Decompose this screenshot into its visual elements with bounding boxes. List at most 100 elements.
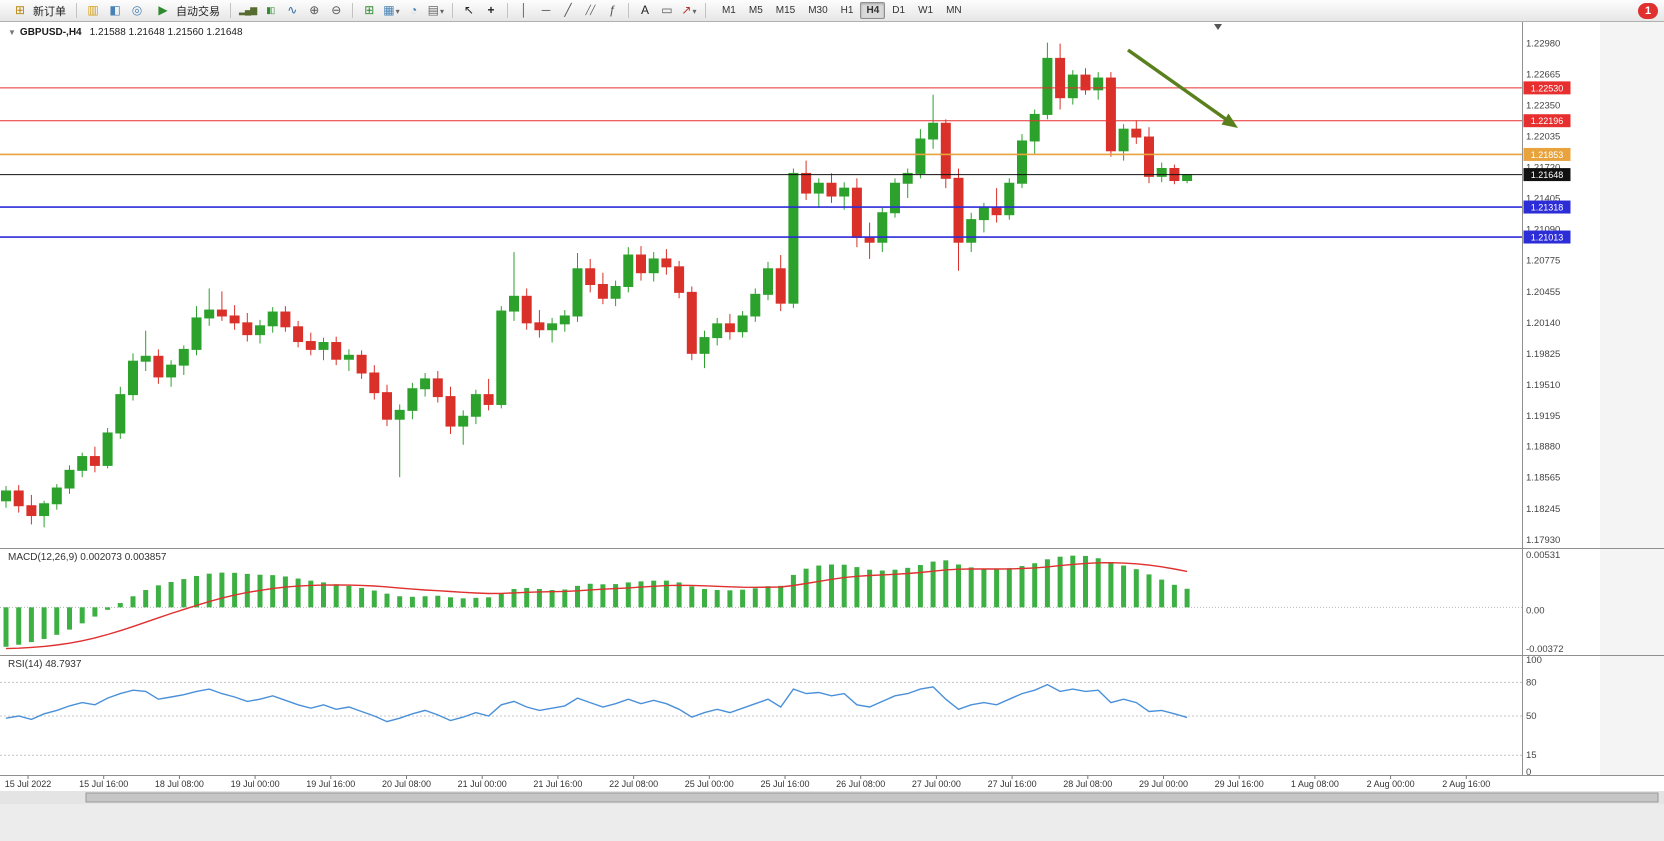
macd-values: 0.002073 0.003857 bbox=[80, 552, 167, 563]
rsi-label: RSI(14) 48.7937 bbox=[8, 659, 81, 670]
time-axis-label: 19 Jul 16:00 bbox=[306, 779, 355, 789]
timeframe-button-m1[interactable]: M1 bbox=[721, 5, 736, 16]
market-watch-icon[interactable]: ▥ bbox=[87, 3, 99, 17]
candle bbox=[39, 503, 50, 517]
candle bbox=[915, 138, 926, 174]
candle bbox=[559, 315, 570, 325]
macd-bar bbox=[879, 570, 885, 608]
candle bbox=[724, 323, 735, 333]
candle bbox=[216, 309, 227, 317]
macd-bar bbox=[689, 586, 695, 608]
price-tick-label: 1.18565 bbox=[1526, 473, 1560, 484]
candle bbox=[572, 268, 583, 317]
candle bbox=[115, 394, 126, 434]
notification-badge[interactable]: 1 bbox=[1638, 2, 1658, 19]
candle bbox=[305, 341, 316, 350]
macd-bar bbox=[1070, 555, 1076, 608]
tile-windows-icon[interactable]: ⊞ bbox=[364, 3, 375, 17]
macd-bar bbox=[854, 567, 860, 608]
zoom-out-icon[interactable]: ⊖ bbox=[331, 3, 342, 17]
macd-bar bbox=[930, 561, 936, 608]
rsi-tick-label: 0 bbox=[1526, 767, 1531, 778]
autotrading-button[interactable]: ▶ 自动交易 bbox=[149, 2, 224, 20]
fibonacci-icon[interactable]: ƒ bbox=[608, 3, 616, 17]
candle bbox=[394, 409, 405, 420]
macd-bar bbox=[803, 568, 809, 608]
macd-bar bbox=[54, 607, 60, 635]
candle bbox=[178, 348, 189, 366]
timeframe-button-d1[interactable]: D1 bbox=[892, 5, 906, 16]
macd-bar bbox=[1108, 562, 1114, 608]
candle bbox=[102, 432, 113, 466]
new-chart-button[interactable]: ▦▾ bbox=[383, 2, 400, 17]
macd-bar bbox=[219, 572, 225, 608]
crosshair-icon[interactable]: + bbox=[487, 3, 495, 17]
macd-bar bbox=[1019, 566, 1025, 608]
zoom-in-icon[interactable]: ⊕ bbox=[309, 3, 320, 17]
timeframe-button-h4[interactable]: H4 bbox=[860, 2, 886, 19]
macd-bar bbox=[956, 564, 961, 608]
cursor-icon[interactable]: ↖ bbox=[463, 3, 474, 17]
macd-bar bbox=[1121, 565, 1127, 608]
candle bbox=[890, 182, 900, 214]
candle bbox=[648, 258, 659, 274]
candle bbox=[470, 394, 481, 417]
macd-bar bbox=[968, 567, 974, 608]
macd-bar bbox=[905, 567, 911, 608]
arrow-line[interactable] bbox=[1126, 48, 1229, 122]
timeframe-button-m30[interactable]: M30 bbox=[808, 5, 828, 16]
candle bbox=[343, 354, 354, 360]
candle bbox=[13, 490, 24, 507]
timeframe-button-h1[interactable]: H1 bbox=[840, 5, 854, 16]
data-window-icon[interactable]: ◧ bbox=[109, 3, 121, 17]
price-tick-label: 1.17930 bbox=[1526, 535, 1560, 546]
macd-bar bbox=[1057, 556, 1063, 608]
line-chart-icon[interactable]: ∿ bbox=[287, 3, 298, 17]
scrollbar-thumb[interactable] bbox=[85, 792, 1659, 803]
horizontal-scrollbar bbox=[0, 791, 1664, 804]
macd-bar bbox=[1159, 579, 1165, 608]
horizontal-line-icon[interactable]: ─ bbox=[541, 3, 551, 17]
macd-bar bbox=[206, 573, 212, 608]
vertical-line-icon[interactable]: │ bbox=[520, 3, 528, 17]
timeframe-button-w1[interactable]: W1 bbox=[918, 5, 934, 16]
time-axis-label: 2 Aug 00:00 bbox=[1367, 779, 1415, 789]
equidistant-channel-icon[interactable]: ╱╱ bbox=[585, 5, 596, 15]
chart-properties-button[interactable]: ▤▾ bbox=[427, 2, 444, 17]
candle bbox=[928, 122, 939, 140]
chevron-down-icon: ▾ bbox=[439, 6, 444, 16]
label-icon[interactable]: ▭ bbox=[661, 3, 673, 17]
trendline-icon[interactable]: ╱ bbox=[564, 3, 572, 17]
time-axis-label: 26 Jul 08:00 bbox=[836, 779, 885, 789]
candle bbox=[64, 469, 75, 489]
text-icon[interactable]: A bbox=[640, 3, 649, 17]
chart-shift-icon[interactable] bbox=[1214, 24, 1222, 30]
new-order-button[interactable]: ⊞ 新订单 bbox=[6, 2, 70, 20]
candle bbox=[369, 372, 380, 394]
timeframe-button-m5[interactable]: M5 bbox=[748, 5, 763, 16]
candle bbox=[318, 342, 329, 350]
candlestick-chart-icon[interactable]: ▮▯ bbox=[266, 5, 275, 15]
macd-bar bbox=[384, 593, 390, 608]
candle bbox=[1156, 167, 1167, 177]
timeframe-button-mn[interactable]: MN bbox=[946, 5, 962, 16]
macd-bar bbox=[92, 607, 98, 617]
timeframe-button-m15[interactable]: M15 bbox=[775, 5, 796, 16]
arrow-styles-button[interactable]: ↗▾ bbox=[681, 2, 697, 17]
badge-label: 1.21318 bbox=[1531, 203, 1564, 213]
toolbar-separator bbox=[230, 3, 231, 18]
period-icon[interactable]: ◔ bbox=[409, 3, 418, 17]
candle bbox=[293, 326, 304, 343]
time-axis-label: 29 Jul 00:00 bbox=[1139, 779, 1188, 789]
price-tick-label: 1.20140 bbox=[1526, 318, 1560, 329]
toolbar-separator bbox=[506, 3, 508, 18]
navigator-icon[interactable]: ◎ bbox=[131, 3, 143, 17]
candle bbox=[420, 378, 431, 390]
level-price-badge bbox=[1523, 200, 1571, 214]
time-axis-label: 1 Aug 08:00 bbox=[1291, 779, 1339, 789]
bar-chart-icon[interactable]: ▂▄▆ bbox=[239, 5, 257, 15]
one-click-trading-toggle[interactable]: ▼ bbox=[8, 28, 16, 37]
candle bbox=[851, 187, 862, 238]
